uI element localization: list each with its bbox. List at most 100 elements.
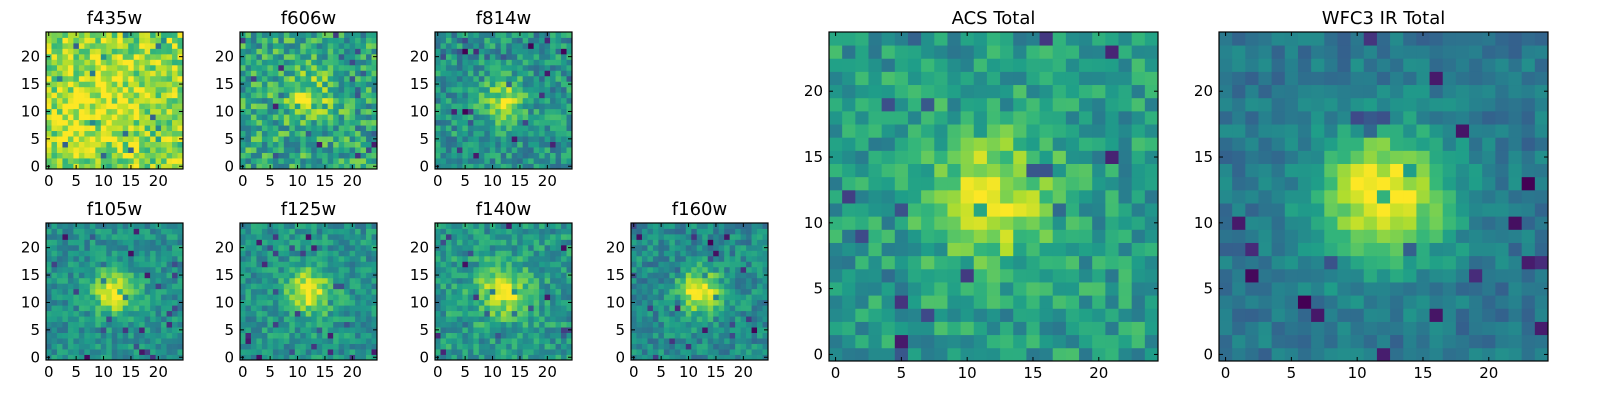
heatmap-cell [316,233,323,240]
heatmap-cell [67,321,74,328]
heatmap-cell [478,97,485,104]
heatmap-cell [707,299,714,306]
heatmap-cell [294,152,301,159]
heatmap-cell [435,141,441,148]
heatmap-cell [473,70,480,77]
heatmap-cell [473,136,480,142]
heatmap-cell [550,327,556,333]
heatmap-cell [338,310,345,317]
heatmap-cell [641,299,648,306]
heatmap-cell [89,92,96,99]
heatmap-cell [674,305,681,312]
heatmap-cell [78,272,85,279]
heatmap-cell [139,277,146,284]
heatmap-cell [338,59,345,66]
heatmap-cell [735,223,741,229]
heatmap-cell [1131,268,1146,283]
heatmap-cell [746,327,752,333]
heatmap-cell [139,158,146,164]
heatmap-cell [489,338,496,344]
heatmap-cell [652,305,659,312]
heatmap-cell [316,86,323,93]
heatmap-cell [283,136,290,142]
heatmap-cell [506,354,513,361]
heatmap-cell [702,223,709,229]
heatmap-cell [451,321,458,328]
heatmap-cell [462,332,469,339]
heatmap-cell [240,158,246,164]
heatmap-cell [495,233,502,240]
heatmap-cell [84,244,91,251]
heatmap-cell [144,48,151,55]
heatmap-cell [495,261,502,268]
heatmap-cell [669,277,676,284]
heatmap-cell [641,261,648,268]
heatmap-cell [84,239,91,246]
heatmap-cell [84,288,91,295]
heatmap-cell [1000,295,1014,309]
heatmap-cell [294,239,301,246]
heatmap-cell [261,343,268,350]
heatmap-cell [139,163,146,170]
heatmap-cell [713,343,720,350]
heatmap-cell [986,321,1001,336]
heatmap-cell [566,119,573,126]
heatmap-cell [311,283,318,290]
heatmap-cell [707,354,714,361]
heatmap-cell [735,228,741,235]
heatmap-cell [250,75,257,82]
heatmap-cell [349,86,356,93]
x-tick-label: 10 [679,363,698,381]
heatmap-cell [680,343,687,350]
heatmap-cell [122,141,129,148]
heatmap-cell [305,233,312,240]
heatmap-cell [338,354,345,361]
heatmap-cell [456,92,463,99]
heatmap-cell [522,316,529,323]
y-tick-label: 0 [30,348,40,366]
heatmap-cell [663,228,670,235]
heatmap-cell [702,349,709,355]
heatmap-cell [500,108,507,115]
heatmap-cell [305,37,312,44]
heatmap-cell [300,255,307,262]
heatmap-cell [67,332,74,339]
heatmap-cell [462,81,469,88]
heatmap-cell [272,48,279,55]
heatmap-cell [669,266,676,273]
heatmap-cell [89,163,96,170]
heatmap-cell [67,48,74,55]
heatmap-cell [506,81,513,88]
heatmap-cell [366,64,372,71]
heatmap-cell [278,332,285,339]
heatmap-cell [150,299,156,306]
heatmap-cell [1079,242,1093,257]
heatmap-cell [150,327,156,333]
heatmap-cell [316,354,323,361]
heatmap-cell [305,53,312,60]
heatmap-cell [1026,229,1040,243]
heatmap-cell [73,250,80,257]
heatmap-cell [500,277,507,284]
heatmap-cell [647,250,654,257]
heatmap-cell [261,277,268,284]
heatmap-cell [111,354,118,361]
heatmap-cell [300,136,307,142]
heatmap-cell [278,136,285,142]
heatmap-cell [495,37,502,44]
heatmap-cell [371,147,378,153]
heatmap-cell [555,266,562,273]
heatmap-cell [478,250,485,257]
heatmap-cell [56,277,63,284]
heatmap-cell [762,332,769,339]
heatmap-cell [718,349,725,355]
heatmap-cell [111,119,118,126]
heatmap-cell [561,228,567,235]
heatmap-cell [283,327,290,333]
heatmap-cell [484,97,491,104]
heatmap-cell [133,136,140,142]
heatmap-cell [663,299,670,306]
heatmap-cell [51,70,58,77]
heatmap-cell [166,354,173,361]
